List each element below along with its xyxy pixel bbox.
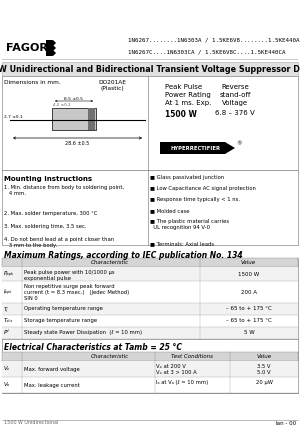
Text: 4. Do not bend lead at a point closer than
   3 mm to the body.: 4. Do not bend lead at a point closer th… (4, 237, 114, 248)
Text: 8.5 ±0.5: 8.5 ±0.5 (64, 97, 83, 101)
Text: 4.2 ±0.2: 4.2 ±0.2 (53, 103, 71, 107)
Text: 1500 W Unidirectional: 1500 W Unidirectional (4, 420, 58, 425)
Text: – 65 to + 175 °C: – 65 to + 175 °C (226, 318, 272, 323)
Text: 1500 W: 1500 W (238, 272, 260, 277)
Text: Characteristic: Characteristic (91, 354, 129, 359)
Text: 3. Max. soldering time, 3.5 sec.: 3. Max. soldering time, 3.5 sec. (4, 224, 86, 229)
Text: 200 A: 200 A (241, 289, 257, 295)
Text: HYPERRECTIFIER: HYPERRECTIFIER (171, 145, 221, 150)
Text: Dimensions in mm.: Dimensions in mm. (4, 79, 61, 85)
Text: Test Conditions: Test Conditions (171, 354, 213, 359)
Text: 1N6267........1N6303A / 1.5KE6V8........1.5KE440A: 1N6267........1N6303A / 1.5KE6V8........… (128, 37, 299, 42)
Text: FAGOR: FAGOR (6, 43, 48, 53)
Bar (2, 352, 298, 361)
Text: Vₔ: Vₔ (4, 366, 10, 371)
Text: Vₔ at 200 V
Vₔ at 3 > 100 A: Vₔ at 200 V Vₔ at 3 > 100 A (156, 364, 197, 375)
Text: Reverse: Reverse (221, 84, 249, 90)
Text: 2. Max. solder temperature, 300 °C: 2. Max. solder temperature, 300 °C (4, 211, 98, 216)
Text: ■ Low Capacitance AC signal protection: ■ Low Capacitance AC signal protection (150, 186, 256, 191)
Text: Characteristic: Characteristic (91, 260, 129, 264)
Bar (52, 108, 96, 130)
Bar (2, 303, 298, 315)
Text: Voltage: Voltage (222, 100, 248, 106)
Text: – 65 to + 175 °C: – 65 to + 175 °C (226, 306, 272, 312)
Polygon shape (160, 142, 235, 154)
Bar (2, 352, 298, 393)
Text: Iₚₚₖ: Iₚₚₖ (4, 289, 13, 295)
Text: Peak Pulse: Peak Pulse (165, 84, 202, 90)
Polygon shape (46, 40, 56, 46)
Text: 20 μW: 20 μW (256, 380, 272, 385)
Bar (88, 108, 95, 130)
Bar (2, 361, 298, 377)
Text: Iₐ at Vₐ (ℓ = 10 mm): Iₐ at Vₐ (ℓ = 10 mm) (156, 380, 208, 385)
Text: At 1 ms. Exp.: At 1 ms. Exp. (165, 100, 211, 106)
Text: 1N6267C....1N6303CA / 1.5KE6V8C....1.5KE440CA: 1N6267C....1N6303CA / 1.5KE6V8C....1.5KE… (128, 49, 286, 54)
Bar (2, 281, 298, 303)
Bar (2, 62, 298, 76)
Polygon shape (46, 45, 56, 51)
Text: Operating temperature range: Operating temperature range (24, 306, 103, 311)
Text: 5 W: 5 W (244, 331, 254, 335)
Text: Power Rating: Power Rating (165, 92, 211, 98)
Text: Jan - 00: Jan - 00 (275, 420, 296, 425)
Text: Value: Value (240, 260, 256, 264)
Text: ■ Molded case: ■ Molded case (150, 208, 190, 213)
Bar (2, 170, 298, 245)
Text: 28.6 ±0.5: 28.6 ±0.5 (65, 141, 89, 145)
Text: Steady state Power Dissipation  (ℓ = 10 mm): Steady state Power Dissipation (ℓ = 10 m… (24, 330, 142, 335)
Text: stand-off: stand-off (219, 92, 251, 98)
Bar (2, 258, 298, 267)
Text: ■ Terminals: Axial leads: ■ Terminals: Axial leads (150, 241, 214, 246)
Bar (2, 76, 298, 170)
Text: Mounting instructions: Mounting instructions (4, 176, 92, 182)
Text: 3.5 V
5.0 V: 3.5 V 5.0 V (257, 364, 271, 375)
Text: Peak pulse power with 10/1000 μs
exponential pulse: Peak pulse power with 10/1000 μs exponen… (24, 270, 115, 281)
Text: Value: Value (256, 354, 272, 359)
Bar (2, 377, 298, 393)
Text: Tₛₜₓ: Tₛₜₓ (4, 318, 14, 323)
Text: Vₐ: Vₐ (4, 382, 10, 388)
Text: ■ The plastic material carries
  UL recognition 94 V-0: ■ The plastic material carries UL recogn… (150, 219, 229, 230)
Text: 2.7 ±0.1: 2.7 ±0.1 (4, 115, 23, 119)
Text: Max. forward voltage: Max. forward voltage (24, 366, 80, 371)
Text: ®: ® (236, 142, 242, 147)
Text: 1500 W: 1500 W (165, 110, 197, 119)
Polygon shape (46, 50, 56, 56)
Text: Tⱼ: Tⱼ (4, 306, 8, 312)
Text: 1. Min. distance from body to soldering point,
   4 mm.: 1. Min. distance from body to soldering … (4, 185, 124, 196)
Text: 6.8 – 376 V: 6.8 – 376 V (215, 110, 255, 116)
Text: Max. leakage current: Max. leakage current (24, 382, 80, 388)
Bar (2, 327, 298, 339)
Text: Pₚₚₖ: Pₚₚₖ (4, 272, 14, 277)
Text: Pᵈ: Pᵈ (4, 331, 10, 335)
Bar (2, 258, 298, 360)
Bar (2, 59, 298, 60)
Text: Electrical Characteristics at Tamb = 25 °C: Electrical Characteristics at Tamb = 25 … (4, 343, 182, 352)
Bar (2, 315, 298, 327)
Text: Maximum Ratings, according to IEC publication No. 134: Maximum Ratings, according to IEC public… (4, 251, 243, 260)
Text: (Plastic): (Plastic) (100, 85, 124, 91)
Text: Storage temperature range: Storage temperature range (24, 318, 97, 323)
Text: DO201AE: DO201AE (98, 79, 126, 85)
Text: 1500W Unidirectional and Bidirectional Transient Voltage Suppressor Diodes: 1500W Unidirectional and Bidirectional T… (0, 65, 300, 74)
Text: ■ Glass passivated junction: ■ Glass passivated junction (150, 175, 224, 180)
Text: ■ Response time typically < 1 ns.: ■ Response time typically < 1 ns. (150, 197, 240, 202)
Text: Non repetitive surge peak forward
current (t = 8.3 msec.)   (Jedec Method)
SIN 0: Non repetitive surge peak forward curren… (24, 284, 129, 301)
Bar (2, 267, 298, 281)
